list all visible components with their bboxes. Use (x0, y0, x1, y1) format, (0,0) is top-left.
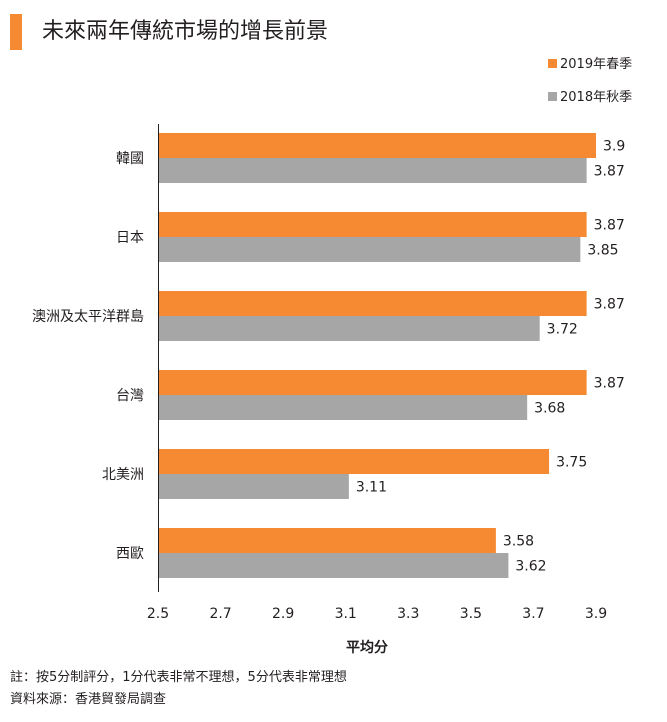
x-tick-label: 2.5 (147, 606, 169, 622)
category-label: 台灣 (116, 388, 144, 404)
x-tick-label: 3.3 (397, 606, 419, 622)
x-tick-label: 3.9 (585, 606, 607, 622)
x-tick-label: 3.1 (335, 606, 357, 622)
category-label: 韓國 (116, 151, 144, 167)
footnote-source: 資料來源：香港貿發局調查 (10, 691, 166, 709)
bar-2018 (159, 237, 580, 262)
bar-2019 (159, 212, 587, 237)
data-label: 3.9 (603, 139, 625, 155)
bar-2019 (159, 291, 587, 316)
data-label: 3.85 (587, 243, 618, 259)
data-label: 3.87 (594, 164, 625, 180)
data-label: 3.87 (594, 376, 625, 392)
category-label: 日本 (116, 230, 144, 246)
x-axis-title: 平均分 (346, 637, 388, 657)
data-label: 3.58 (503, 534, 534, 550)
bar-2019 (159, 133, 596, 158)
bar-2018 (159, 395, 527, 420)
data-label: 3.87 (594, 218, 625, 234)
bar-2018 (159, 553, 508, 578)
data-label: 3.68 (534, 401, 565, 417)
x-tick-label: 3.5 (460, 606, 482, 622)
bar-2018 (159, 474, 349, 499)
data-label: 3.87 (594, 297, 625, 313)
bar-2019 (159, 449, 549, 474)
data-label: 3.62 (515, 559, 546, 575)
category-label: 北美洲 (102, 467, 144, 483)
x-tick-label: 2.7 (209, 606, 231, 622)
data-label: 3.72 (547, 322, 578, 338)
bar-2018 (159, 158, 587, 183)
footnote-scale: 註：按5分制評分，1分代表非常不理想，5分代表非常理想 (10, 669, 347, 687)
x-tick-label: 2.9 (272, 606, 294, 622)
x-tick-label: 3.7 (522, 606, 544, 622)
category-label: 澳洲及太平洋群島 (32, 309, 144, 325)
data-label: 3.75 (556, 455, 587, 471)
category-label: 西歐 (116, 546, 144, 562)
bar-2019 (159, 370, 587, 395)
data-label: 3.11 (356, 480, 387, 496)
bar-2019 (159, 528, 496, 553)
bar-2018 (159, 316, 540, 341)
